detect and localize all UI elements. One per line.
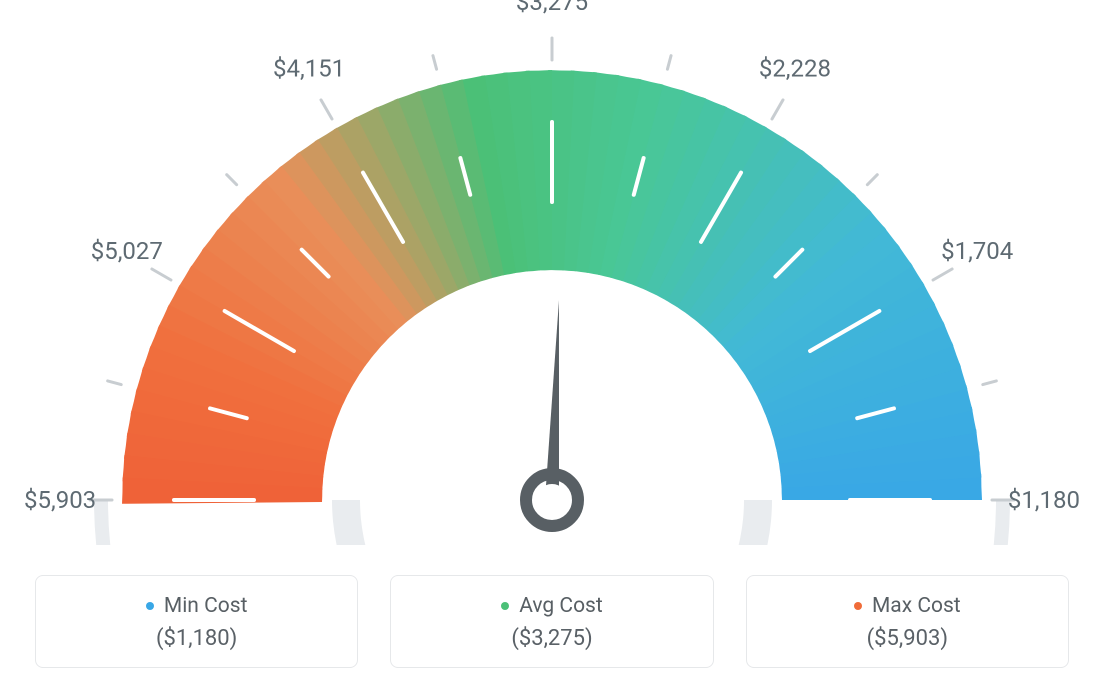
svg-text:$1,704: $1,704: [941, 237, 1013, 265]
legend-card-min: Min Cost ($1,180): [35, 575, 358, 668]
legend-value: ($1,180): [46, 626, 347, 651]
legend-card-avg: Avg Cost ($3,275): [390, 575, 713, 668]
dot-icon: [146, 602, 154, 610]
legend: Min Cost ($1,180) Avg Cost ($3,275) Max …: [35, 575, 1069, 668]
svg-text:$4,151: $4,151: [273, 55, 345, 83]
svg-text:$5,903: $5,903: [24, 486, 96, 514]
legend-label: Avg Cost: [519, 594, 603, 618]
legend-label: Min Cost: [164, 594, 248, 618]
svg-text:$2,228: $2,228: [759, 55, 831, 83]
dot-icon: [501, 602, 509, 610]
svg-text:$5,027: $5,027: [91, 237, 163, 265]
cost-gauge: $1,180 $1,704 $2,228 $3,275 $4,151 $5,027 $5,9…: [0, 0, 1104, 545]
svg-text:$3,275: $3,275: [516, 0, 588, 16]
dot-icon: [854, 602, 862, 610]
svg-text:$1,180: $1,180: [1008, 486, 1080, 514]
legend-label: Max Cost: [872, 594, 961, 618]
legend-value: ($5,903): [757, 626, 1058, 651]
legend-card-max: Max Cost ($5,903): [746, 575, 1069, 668]
legend-value: ($3,275): [401, 626, 702, 651]
